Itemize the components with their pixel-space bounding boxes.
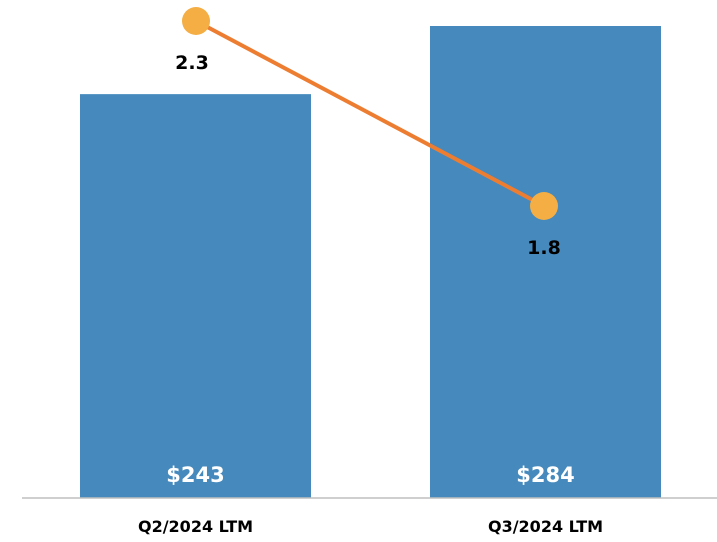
category-label-2: Q3/2024 LTM [488, 517, 603, 536]
bar-1 [80, 94, 311, 499]
line-value-label-1: 2.3 [175, 52, 209, 74]
category-label-1: Q2/2024 LTM [138, 517, 253, 536]
line-layer: 2.3 1.8 [175, 7, 561, 259]
bar-2 [430, 26, 661, 498]
category-labels: Q2/2024 LTM Q3/2024 LTM [138, 517, 603, 536]
bar-layer: $243 $284 [80, 26, 661, 499]
line-series [194, 19, 546, 208]
bar-value-label-2: $284 [516, 463, 574, 487]
line-marker-1 [182, 7, 210, 35]
bar-value-label-1: $243 [166, 463, 224, 487]
line-marker-2 [530, 192, 558, 220]
line-value-label-2: 1.8 [527, 237, 561, 259]
